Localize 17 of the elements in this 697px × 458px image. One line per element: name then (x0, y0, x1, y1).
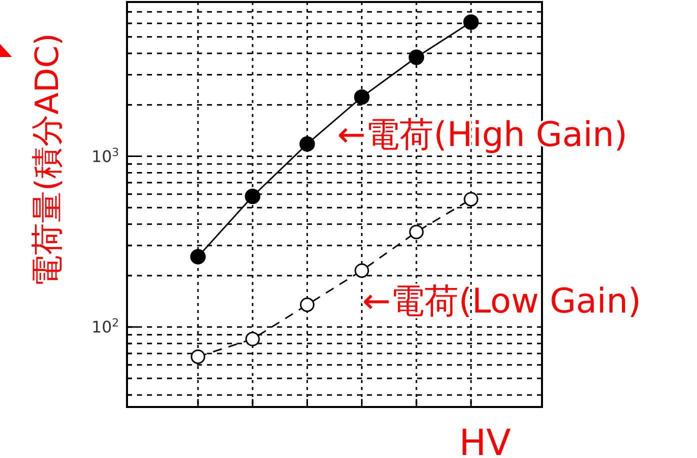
point (300, 297, 314, 312)
point (409, 224, 424, 240)
point (244, 188, 260, 204)
point (463, 14, 479, 30)
point (354, 89, 370, 105)
point (354, 263, 370, 278)
y-tick-label: 10$^{2}$ (92, 316, 119, 337)
point (464, 192, 478, 206)
point (190, 248, 206, 264)
point (299, 136, 315, 152)
y-axis-title: 電荷量(積分ADC) (28, 33, 66, 287)
y-tick-label: 10$^{3}$ (92, 145, 119, 166)
point (190, 349, 206, 364)
point (245, 332, 260, 346)
x-axis-title: HV (459, 423, 512, 458)
series-label: ←電荷(Low Gain) (362, 282, 642, 322)
point (408, 49, 424, 65)
